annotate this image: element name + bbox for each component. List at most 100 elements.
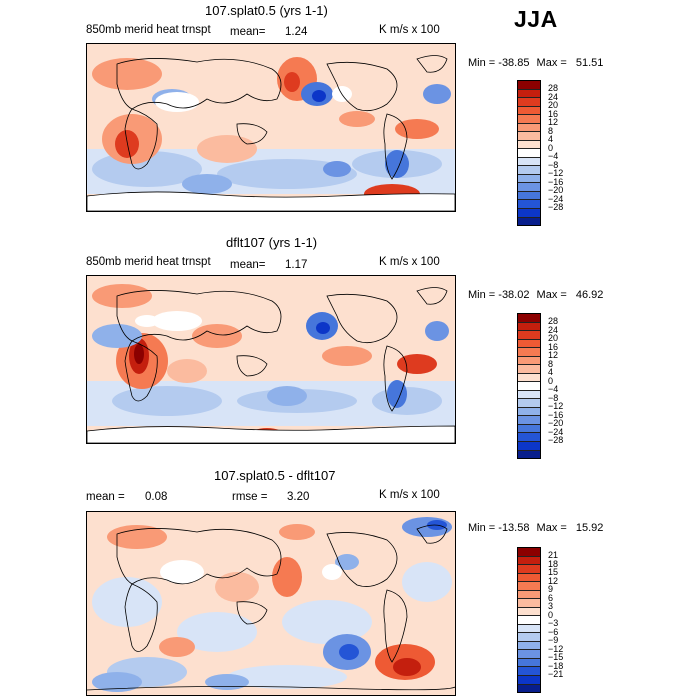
- colorbar-swatch: [518, 399, 540, 408]
- panel1-max-value: 51.51: [575, 57, 604, 69]
- panel2-field-label: 850mb merid heat trnspt: [86, 256, 211, 268]
- colorbar-swatch: [518, 390, 540, 400]
- colorbar-swatch: [518, 658, 540, 668]
- colorbar-tick-label: 12: [548, 117, 559, 128]
- colorbar-swatch: [518, 98, 540, 107]
- colorbar-swatch: [518, 365, 540, 374]
- colorbar-swatch: [518, 650, 540, 659]
- colorbar-tick-label: 24: [548, 324, 559, 335]
- panel3-units: K m/s x 100: [379, 489, 440, 501]
- panel1-map: [86, 43, 456, 212]
- panel3-rmse-label: rmse =: [232, 491, 268, 503]
- panel3-mean-value: 0.08: [145, 491, 168, 503]
- panel1-map-svg: [87, 44, 455, 211]
- panel3-max-value: 15.92: [575, 522, 604, 534]
- panel3-colorbar: [517, 547, 541, 693]
- panel2-map-svg: [87, 276, 455, 443]
- colorbar-swatch: [518, 339, 540, 349]
- colorbar-swatch: [518, 684, 540, 693]
- panel3-mean-label: mean =: [86, 491, 125, 503]
- colorbar-tick-label: 28: [548, 316, 559, 327]
- panel1-units: K m/s x 100: [379, 24, 440, 36]
- panel1-minmax: Min = -38.85 Max = 51.51: [468, 57, 603, 69]
- panel1-title: 107.splat0.5 (yrs 1-1): [205, 3, 328, 18]
- colorbar-tick-label: 8: [548, 358, 554, 369]
- colorbar-swatch: [518, 624, 540, 634]
- colorbar-tick-label: −20: [548, 185, 564, 196]
- colorbar-swatch: [518, 573, 540, 583]
- panel3-map: [86, 511, 456, 696]
- colorbar-tick-label: 0: [548, 609, 554, 620]
- colorbar-swatch: [518, 157, 540, 167]
- colorbar-swatch: [518, 373, 540, 383]
- colorbar-tick-label: 28: [548, 83, 559, 94]
- colorbar-tick-label: 16: [548, 108, 559, 119]
- season-title: JJA: [514, 6, 558, 32]
- colorbar-swatch: [518, 200, 540, 209]
- colorbar-tick-label: −8: [548, 392, 559, 403]
- colorbar-swatch: [518, 565, 540, 574]
- colorbar-tick-label: −28: [548, 202, 564, 213]
- colorbar-swatch: [518, 450, 540, 459]
- colorbar-swatch: [518, 89, 540, 99]
- panel1-colorbar-ticks: 28 24 20 16 12 8 4 0 −4 −8 −12 −16 −20 −24 −28: [548, 80, 588, 224]
- colorbar-tick-label: 12: [548, 575, 559, 586]
- colorbar-swatch: [518, 183, 540, 192]
- colorbar-swatch: [518, 191, 540, 201]
- panel1-mean-label: mean=: [230, 26, 266, 38]
- colorbar-tick-label: −6: [548, 626, 559, 637]
- colorbar-swatch: [518, 416, 540, 425]
- colorbar-tick-label: 15: [548, 567, 559, 578]
- colorbar-swatch: [518, 607, 540, 617]
- colorbar-swatch: [518, 548, 540, 557]
- colorbar-tick-label: 0: [548, 142, 554, 153]
- colorbar-swatch: [518, 556, 540, 566]
- panel3-map-svg: [87, 512, 455, 695]
- colorbar-swatch: [518, 441, 540, 451]
- colorbar-swatch: [518, 424, 540, 434]
- colorbar-swatch: [518, 599, 540, 608]
- colorbar-swatch: [518, 675, 540, 685]
- panel3-max-label: Max =: [536, 522, 567, 534]
- panel3-min-label: Min =: [468, 522, 496, 534]
- colorbar-swatch: [518, 314, 540, 323]
- panel2-colorbar-ticks: 28 24 20 16 12 8 4 0 −4 −8 −12 −16 −20 −24 −28: [548, 313, 588, 457]
- panel3-minmax: Min = -13.58 Max = 15.92: [468, 522, 603, 534]
- panel2-min-label: Min =: [468, 289, 496, 301]
- colorbar-tick-label: 16: [548, 341, 559, 352]
- panel3-colorbar-ticks: 21 18 15 12 9 6 3 0 −3 −6 −9 −12 −15 −18 −21: [548, 547, 588, 691]
- colorbar-swatch: [518, 641, 540, 651]
- panel1-mean-value: 1.24: [285, 26, 308, 38]
- colorbar-swatch: [518, 106, 540, 116]
- colorbar-swatch: [518, 382, 540, 391]
- panel2-minmax: Min = -38.02 Max = 46.92: [468, 289, 603, 301]
- colorbar-swatch: [518, 590, 540, 600]
- panel3-title: 107.splat0.5 - dflt107: [214, 468, 336, 483]
- panel1-min-value: -38.85: [498, 57, 530, 69]
- colorbar-tick-label: 21: [548, 550, 559, 561]
- colorbar-tick-label: −24: [548, 426, 564, 437]
- colorbar-tick-label: −12: [548, 401, 564, 412]
- colorbar-tick-label: −24: [548, 193, 564, 204]
- colorbar-tick-label: −3: [548, 618, 559, 629]
- colorbar-tick-label: 20: [548, 333, 559, 344]
- colorbar-swatch: [518, 331, 540, 340]
- colorbar-swatch: [518, 322, 540, 332]
- colorbar-swatch: [518, 208, 540, 218]
- colorbar-swatch: [518, 166, 540, 175]
- colorbar-swatch: [518, 356, 540, 366]
- colorbar-tick-label: 0: [548, 375, 554, 386]
- colorbar-tick-label: −21: [548, 669, 564, 680]
- colorbar-swatch: [518, 616, 540, 625]
- panel1-colorbar: [517, 80, 541, 226]
- colorbar-tick-label: 6: [548, 592, 554, 603]
- colorbar-tick-label: 24: [548, 91, 559, 102]
- colorbar-tick-label: 3: [548, 601, 554, 612]
- panel1-field-label: 850mb merid heat trnspt: [86, 24, 211, 36]
- colorbar-tick-label: −16: [548, 176, 564, 187]
- colorbar-tick-label: 12: [548, 350, 559, 361]
- panel1-max-label: Max =: [536, 57, 567, 69]
- colorbar-tick-label: −18: [548, 660, 564, 671]
- colorbar-tick-label: 9: [548, 584, 554, 595]
- colorbar-swatch: [518, 633, 540, 642]
